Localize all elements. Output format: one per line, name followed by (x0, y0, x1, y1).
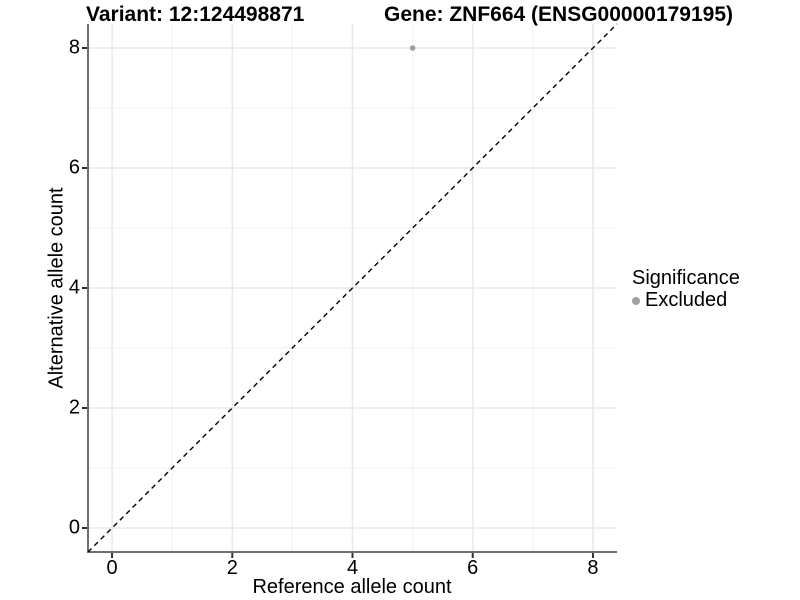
y-tick-label: 6 (68, 156, 80, 179)
identity-line (87, 23, 618, 553)
legend-item-label: Excluded (645, 289, 728, 311)
legend-item: Excluded (632, 289, 740, 311)
plot-title-gene: Gene: ZNF664 (ENSG00000179195) (384, 3, 734, 26)
x-tick-label: 0 (106, 557, 118, 579)
legend-key-dot-icon (632, 296, 640, 305)
y-tick-label: 8 (68, 36, 80, 59)
legend-title: Significance (632, 267, 740, 289)
x-tick-label: 4 (346, 557, 359, 579)
legend: Significance Excluded (632, 267, 740, 311)
y-tick-label: 4 (68, 276, 80, 299)
y-tick-label: 2 (68, 396, 80, 419)
plot-title-variant: Variant: 12:124498871 (86, 3, 305, 26)
x-tick-label: 6 (467, 557, 479, 579)
x-tick-label: 2 (226, 557, 238, 579)
data-point (409, 45, 416, 51)
x-tick-label: 8 (587, 557, 599, 579)
legend-items: Excluded (632, 289, 740, 311)
y-tick-label: 0 (68, 516, 80, 539)
x-axis-title: Reference allele count (252, 576, 452, 598)
